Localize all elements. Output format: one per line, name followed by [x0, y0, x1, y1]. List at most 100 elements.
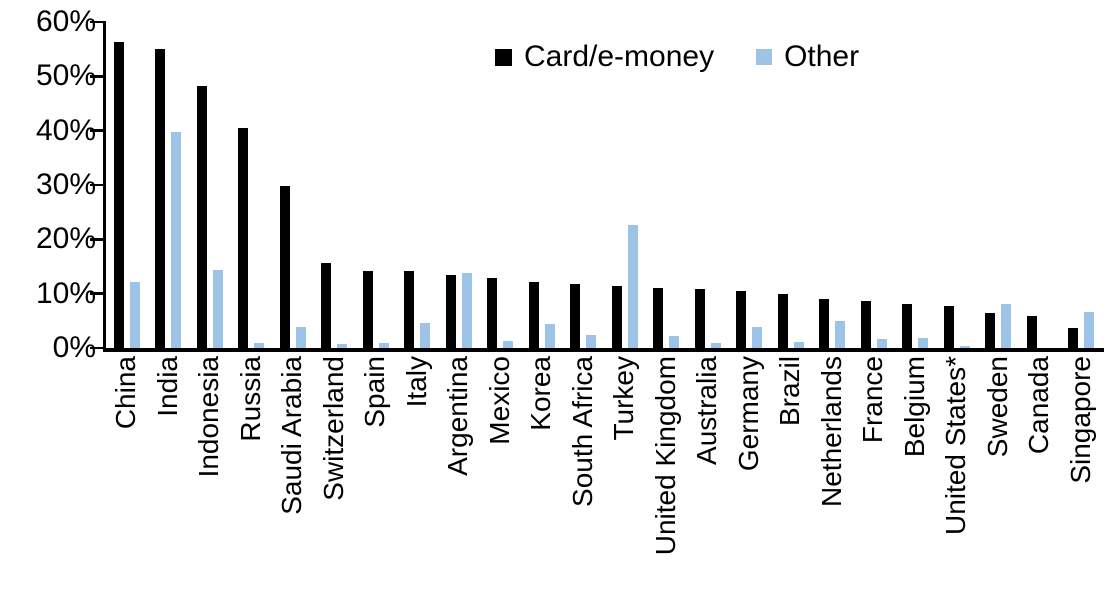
bar-card-e-money: [445, 275, 456, 348]
x-axis-label: Russia: [234, 356, 266, 442]
bar-card-e-money: [528, 281, 539, 348]
bar-other: [1001, 304, 1012, 348]
x-axis-label: Belgium: [898, 356, 930, 458]
bar-card-e-money: [777, 294, 788, 348]
bar-group: [355, 22, 397, 348]
x-axis-label: Turkey: [608, 356, 640, 441]
bar-card-e-money: [860, 301, 871, 348]
legend-label: Card/e-money: [524, 40, 715, 73]
bar-card-e-money: [943, 305, 954, 348]
x-axis-label: Netherlands: [815, 356, 847, 507]
bar-group: [1061, 22, 1103, 348]
y-axis-tick: [90, 238, 103, 241]
y-axis-tick: [90, 346, 103, 350]
plot-area: [106, 22, 1102, 348]
legend-label: Other: [784, 40, 860, 73]
bar-other: [627, 225, 638, 348]
bar-other: [212, 269, 223, 348]
bar-card-e-money: [653, 287, 664, 348]
y-axis-line: [103, 21, 106, 351]
x-axis-label: Saudi Arabia: [276, 356, 308, 515]
bar-other: [1084, 312, 1095, 348]
y-axis-tick: [90, 292, 103, 295]
bar-other: [461, 272, 472, 348]
bar-group: [770, 22, 812, 348]
bar-other: [129, 281, 140, 348]
bar-other: [793, 341, 804, 348]
x-axis-label: South Africa: [566, 356, 598, 507]
x-axis-label: Indonesia: [193, 356, 225, 478]
bar-card-e-money: [321, 263, 332, 348]
bar-group: [729, 22, 771, 348]
bar-other: [378, 343, 389, 348]
y-axis-tick-label: 30%: [35, 168, 96, 201]
y-axis-tick-label: 20%: [35, 222, 96, 256]
legend: Card/e-money Other: [495, 40, 859, 74]
bar-group: [853, 22, 895, 348]
bar-card-e-money: [404, 271, 415, 348]
bar-card-e-money: [196, 85, 207, 348]
bar-other: [710, 343, 721, 348]
bar-group: [521, 22, 563, 348]
bar-other: [835, 321, 846, 348]
bar-card-e-money: [985, 313, 996, 348]
bar-card-e-money: [155, 48, 166, 348]
bar-other: [171, 131, 182, 348]
bar-group: [978, 22, 1020, 348]
bar-card-e-money: [902, 304, 913, 348]
bar-group: [687, 22, 729, 348]
other-swatch-icon: [756, 49, 773, 65]
x-axis-label: India: [151, 356, 183, 417]
y-axis-tick-label: 40%: [35, 113, 96, 147]
x-axis-label: Singapore: [1064, 356, 1096, 484]
y-axis-tick: [90, 20, 103, 24]
x-axis-label: Brazil: [774, 356, 806, 427]
bar-group: [480, 22, 522, 348]
bar-group: [397, 22, 439, 348]
bar-group: [272, 22, 314, 348]
bar-card-e-money: [362, 270, 373, 348]
legend-item-other: Other: [756, 40, 859, 74]
bar-group: [438, 22, 480, 348]
bar-card-e-money: [487, 277, 498, 348]
x-axis-label: China: [110, 356, 142, 430]
x-axis-label: Spain: [359, 356, 391, 428]
x-axis-line: [103, 348, 1104, 352]
bar-group: [646, 22, 688, 348]
bar-group: [936, 22, 978, 348]
bar-card-e-money: [736, 290, 747, 348]
x-axis-label: Australia: [691, 356, 723, 465]
bar-group: [895, 22, 937, 348]
bar-other: [752, 326, 763, 348]
bar-card-e-money: [238, 127, 249, 348]
bar-group: [1019, 22, 1061, 348]
x-axis-label: France: [857, 356, 889, 444]
bar-group: [148, 22, 190, 348]
bar-other: [959, 346, 970, 348]
x-axis-label: Canada: [1023, 356, 1055, 455]
x-axis-label: United Kingdom: [649, 356, 681, 556]
y-axis-tick-label: 10%: [35, 276, 96, 310]
x-axis-label: Italy: [400, 356, 432, 408]
x-axis-label: Mexico: [483, 356, 515, 445]
bar-card-e-money: [1026, 315, 1037, 348]
bar-card-e-money: [694, 289, 705, 348]
x-axis-label: Korea: [525, 356, 557, 431]
y-axis-tick-label: 50%: [35, 59, 96, 93]
bar-other: [503, 340, 514, 348]
x-axis-label: Switzerland: [317, 356, 349, 501]
bar-card-e-money: [1068, 327, 1079, 348]
x-axis-label: Germany: [732, 356, 764, 472]
bar-group: [231, 22, 273, 348]
bar-card-e-money: [570, 284, 581, 348]
bar-other: [918, 337, 929, 348]
bar-group: [189, 22, 231, 348]
bar-card-e-money: [611, 285, 622, 348]
bar-other: [544, 323, 555, 348]
bar-other: [669, 335, 680, 348]
bar-group: [604, 22, 646, 348]
x-axis-labels: China India Indonesia Russia Saudi Arabia Swi…: [106, 356, 1102, 591]
bar-group: [106, 22, 148, 348]
y-axis-tick-label: 0%: [52, 331, 96, 364]
